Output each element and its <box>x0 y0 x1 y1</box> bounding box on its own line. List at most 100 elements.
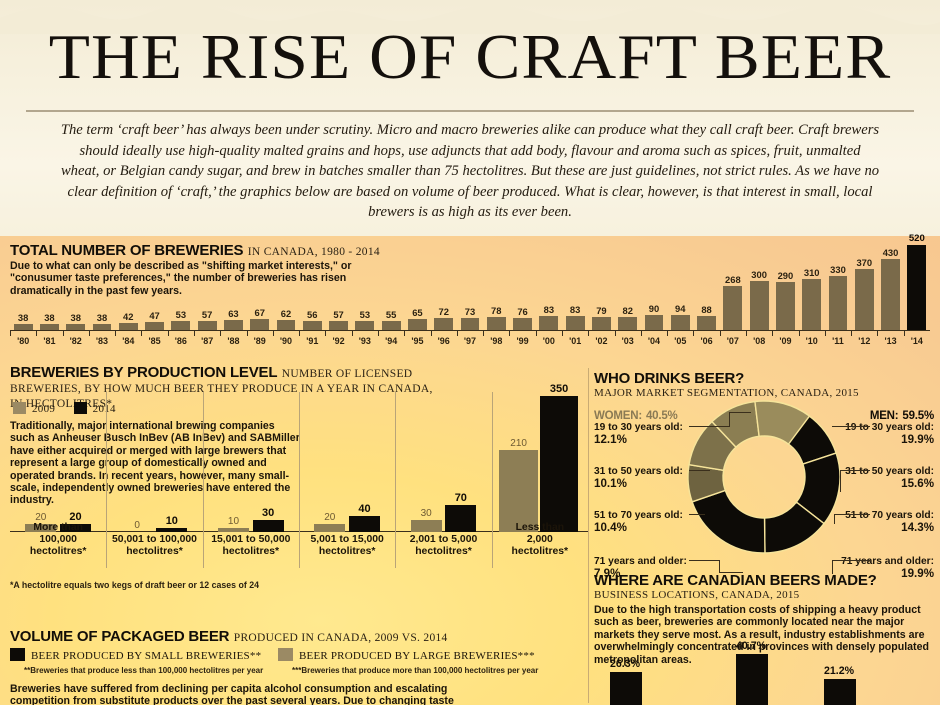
bar-value-label: 30 <box>420 508 432 520</box>
bar-value-label: 268 <box>725 273 741 285</box>
who-drinks-donut-chart <box>687 400 841 554</box>
year-tick-label: '85 <box>148 336 161 346</box>
year-tick-label: '91 <box>306 336 319 346</box>
total-chart-bar: 73 <box>460 306 480 330</box>
bar-value-label: 310 <box>803 267 820 279</box>
leader-line <box>729 412 751 413</box>
bar-value-label: 290 <box>777 270 794 282</box>
women-label: WOMEN: <box>594 410 642 422</box>
axis-tick <box>36 330 38 336</box>
leader-line <box>719 572 743 573</box>
volume-subtitle: PRODUCED IN CANADA, 2009 VS. 2014 <box>233 632 448 644</box>
segment-age: 71 years and older: <box>594 556 687 567</box>
bar-value-label: 72 <box>438 306 449 318</box>
year-tick-label: '99 <box>516 336 529 346</box>
bar-fill <box>407 319 427 330</box>
legend-swatch-2009 <box>13 402 26 414</box>
axis-tick <box>693 330 695 336</box>
bar-fill <box>145 322 165 330</box>
legend-label-2014: 2014 <box>92 403 116 415</box>
total-chart-bar: 67 <box>250 307 270 330</box>
axis-tick <box>824 330 826 336</box>
bar-fill <box>66 323 86 330</box>
axis-tick <box>62 330 64 336</box>
where-made-bar <box>824 678 856 705</box>
axis-tick <box>798 330 800 336</box>
leader-line <box>689 560 719 561</box>
bar-fill <box>434 318 454 330</box>
production-bar: 20 <box>314 512 346 532</box>
bar-value-label: 47 <box>149 310 160 322</box>
legend-label-2009: 2009 <box>32 403 56 415</box>
total-chart-bar: 38 <box>66 312 86 330</box>
production-bar-group: 0 10 <box>106 392 202 532</box>
bar-value-label: 53 <box>359 309 371 321</box>
bar-value-label: 30 <box>262 507 275 520</box>
segment-age: 31 to 50 years old: <box>594 466 683 477</box>
page-title: THE RISE OF CRAFT BEER <box>48 22 892 92</box>
axis-tick <box>220 330 222 336</box>
who-drinks-subtitle: MAJOR MARKET SEGMENTATION, CANADA, 2015 <box>594 387 859 399</box>
year-tick-label: '84 <box>122 336 135 346</box>
total-chart-bar: 83 <box>565 304 585 330</box>
bar-value-label: 83 <box>543 304 555 316</box>
total-chart-axis <box>10 330 930 331</box>
section-where-beers-made: WHERE ARE CANADIAN BEERS MADE? BUSINESS … <box>594 572 934 705</box>
axis-tick <box>851 330 853 336</box>
where-made-subtitle: BUSINESS LOCATIONS, CANADA, 2015 <box>594 589 800 601</box>
group-divider <box>202 392 204 568</box>
bar-fill <box>13 323 33 330</box>
leader-line <box>832 560 833 574</box>
bar-fill <box>591 317 611 330</box>
segment-age: 71 years and older: <box>841 556 934 567</box>
bar-value-label: 38 <box>17 311 29 323</box>
total-chart-bar: 38 <box>13 312 33 330</box>
section-production-level: BREWERIES BY PRODUCTION LEVEL NUMBER OF … <box>10 365 588 616</box>
leader-line <box>840 470 870 471</box>
segment-value: 7.9% <box>594 567 621 581</box>
volume-legend-small-label: BEER PRODUCED BY SMALL BREWERIES** <box>31 650 262 662</box>
bar-value-label: 53 <box>175 309 187 321</box>
total-chart-bar: 47 <box>145 310 165 330</box>
bar-fill <box>39 323 59 330</box>
bar-value-label: 10 <box>227 516 240 528</box>
year-tick-label: '80 <box>17 336 30 346</box>
segment-age: 51 to 70 years old: <box>845 510 934 521</box>
leader-line <box>832 560 870 561</box>
production-bar: 10 <box>156 515 188 532</box>
axis-tick <box>246 330 248 336</box>
total-chart-bar: 62 <box>276 308 296 330</box>
year-tick-label: '02 <box>595 336 608 346</box>
bar-value-label: 38 <box>96 311 108 323</box>
total-chart-bar: 79 <box>591 305 611 330</box>
total-chart-bar: 430 <box>881 247 901 330</box>
bar-value-label: 57 <box>333 308 344 320</box>
segment-value: 19.9% <box>901 567 934 581</box>
total-chart-bar: 65 <box>407 307 427 330</box>
bar-value-label: 79 <box>596 305 607 317</box>
total-chart-bar: 94 <box>670 303 690 330</box>
bar-value-label: 520 <box>908 232 925 244</box>
leader-line <box>834 514 870 515</box>
year-tick-label: '96 <box>437 336 450 346</box>
axis-tick <box>483 330 485 336</box>
axis-tick <box>640 330 642 336</box>
where-made-chart: 26.3% 40.7% 21.2% <box>594 640 934 705</box>
bar-fill <box>92 323 112 330</box>
production-bar-group: 20 40 <box>299 392 395 532</box>
volume-paragraph: Breweries have suffered from declining p… <box>10 683 454 705</box>
volume-swatch-small <box>10 648 25 661</box>
axis-tick <box>404 330 406 336</box>
women-percent: 40.5% <box>645 410 678 422</box>
section-who-drinks-beer: WHO DRINKS BEER? MAJOR MARKET SEGMENTATI… <box>594 370 934 580</box>
segment-age: 19 to 30 years old: <box>594 422 683 433</box>
production-bar-group: 20 20 <box>10 392 106 532</box>
year-tick-label: '86 <box>174 336 187 346</box>
bar-value-label: 63 <box>228 307 239 319</box>
title-divider <box>26 110 914 112</box>
bar-value-label: 90 <box>648 303 660 315</box>
axis-tick <box>88 330 90 336</box>
axis-tick <box>299 330 301 336</box>
segment-value: 12.1% <box>594 433 627 447</box>
